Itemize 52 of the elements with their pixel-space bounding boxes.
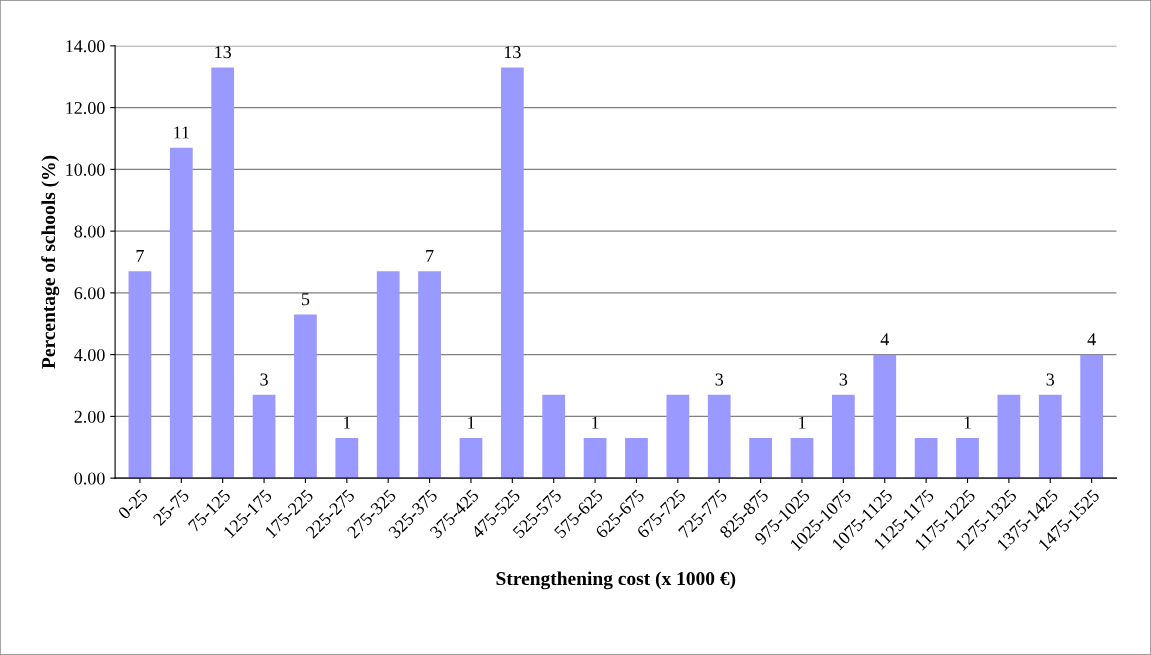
data-label: 1 [343,416,351,429]
y-tick-label: 4.00 [74,348,105,362]
bar [997,394,1021,479]
bar [707,394,731,479]
data-label: 7 [136,250,144,262]
y-tick-label: 0.00 [74,472,105,485]
y-tick-label: 6.00 [74,287,105,300]
data-label: 3 [839,373,848,386]
bar [376,271,400,479]
y-tick-label: 2.00 [74,410,105,423]
y-tick-label: 14.00 [66,40,105,53]
bar [252,394,276,479]
x-tick-label: 0-25 [117,488,149,520]
data-label: 4 [1087,333,1096,346]
bar [873,354,897,479]
bar [583,438,607,479]
bar [500,67,524,479]
y-tick-label: 10.00 [66,163,105,176]
data-label: 1 [964,416,971,429]
bar [625,438,648,479]
y-tick-label: 8.00 [74,225,105,238]
x-axis-title: Strengthening cost (x 1000 €) [496,571,736,590]
bar [459,438,483,479]
bar [542,394,566,479]
data-label: 5 [301,293,310,306]
data-label: 13 [215,46,232,59]
bar [914,438,938,479]
y-tick-label: 12.00 [66,101,105,115]
bar [1038,394,1062,479]
bar [956,438,979,479]
data-label: 3 [260,373,268,386]
bar [128,271,152,479]
bar [749,438,772,479]
data-label: 1 [468,416,475,429]
bar [211,67,235,479]
data-label: 1 [592,416,599,429]
bar [666,394,690,479]
data-label: 4 [880,333,889,346]
bar [169,147,193,479]
bar [294,314,317,479]
bar [790,438,814,479]
bar [418,271,441,479]
data-label: 13 [504,46,521,59]
data-label: 7 [426,250,434,262]
y-axis-title: Percentage of schools (%) [41,155,60,369]
bar [335,438,359,479]
data-label: 3 [1046,373,1055,386]
bar [1080,354,1104,479]
bar [831,394,855,479]
data-label: 1 [799,416,806,429]
data-label: 11 [174,126,189,139]
data-label: 3 [715,373,724,386]
